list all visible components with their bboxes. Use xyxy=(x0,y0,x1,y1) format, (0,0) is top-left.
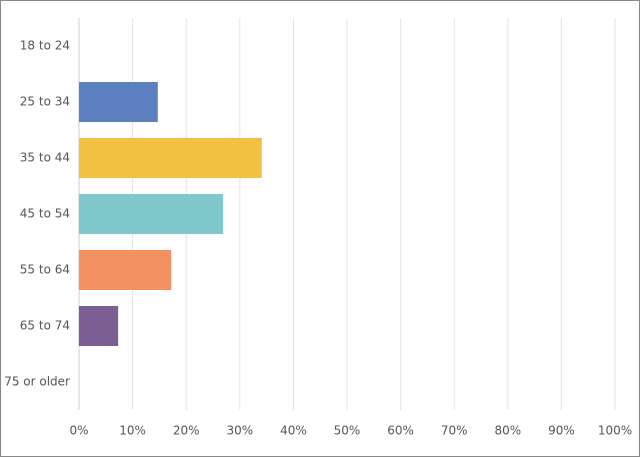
x-tick-label: 0% xyxy=(69,424,88,438)
y-tick-label: 65 to 74 xyxy=(20,319,70,333)
x-tick-label: 40% xyxy=(280,424,307,438)
bar xyxy=(79,194,224,234)
y-tick-label: 55 to 64 xyxy=(20,263,70,277)
y-tick-label: 75 or older xyxy=(4,375,70,389)
x-tick-label: 80% xyxy=(494,424,521,438)
bar xyxy=(79,250,172,290)
y-tick-label: 18 to 24 xyxy=(20,39,70,53)
y-tick-label: 45 to 54 xyxy=(20,207,70,221)
x-tick-label: 70% xyxy=(441,424,468,438)
bar xyxy=(79,138,262,178)
x-tick-label: 10% xyxy=(119,424,146,438)
x-tick-label: 20% xyxy=(173,424,200,438)
x-tick-label: 90% xyxy=(548,424,575,438)
y-tick-label: 25 to 34 xyxy=(20,95,70,109)
bar xyxy=(79,306,119,346)
x-tick-label: 60% xyxy=(387,424,414,438)
bar xyxy=(79,82,158,122)
x-tick-label: 100% xyxy=(598,424,632,438)
x-tick-label: 50% xyxy=(334,424,361,438)
x-tick-label: 30% xyxy=(226,424,253,438)
y-tick-label: 35 to 44 xyxy=(20,151,70,165)
